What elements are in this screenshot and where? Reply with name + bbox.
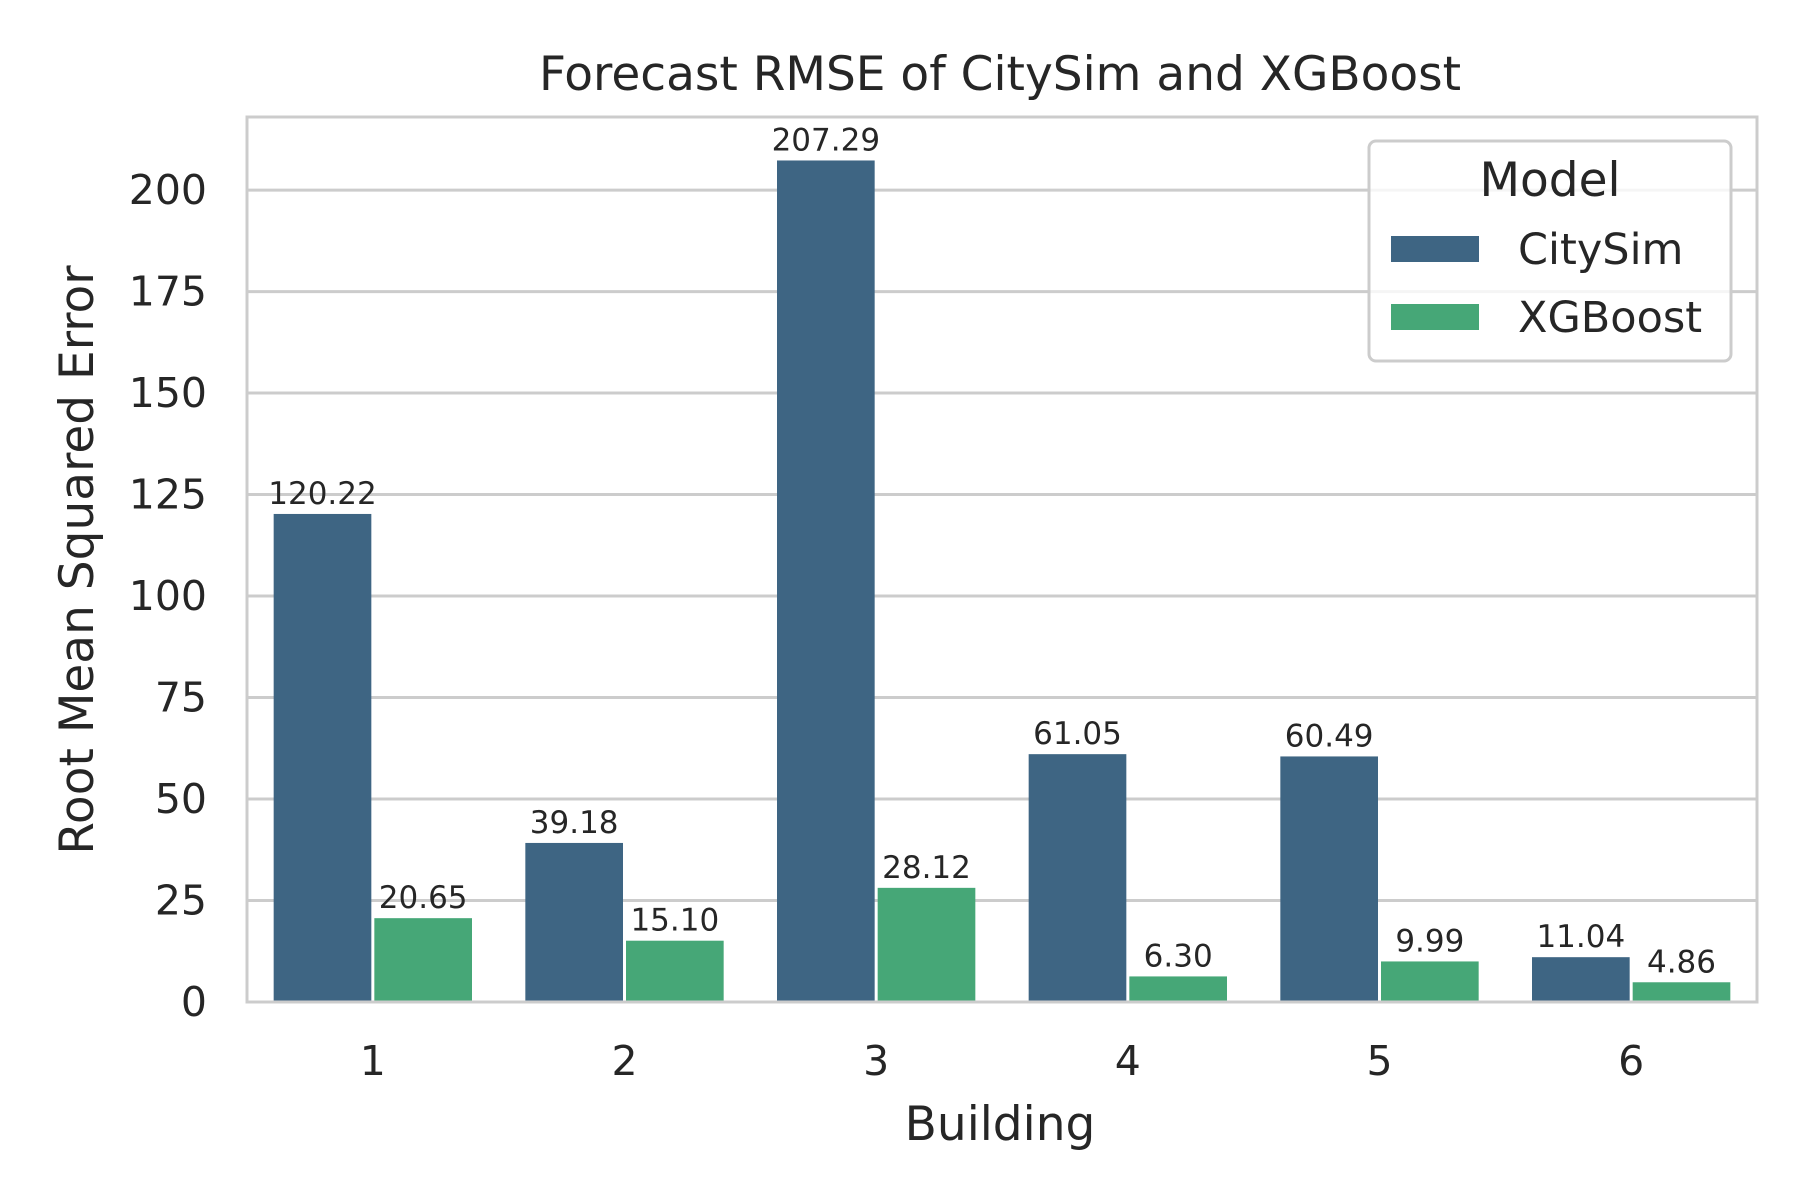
bar-label-xgboost-4: 6.30 — [1144, 938, 1213, 974]
legend-label-citysim: CitySim — [1518, 225, 1683, 275]
bar-label-xgboost-6: 4.86 — [1647, 944, 1716, 980]
bar-label-xgboost-2: 15.10 — [630, 903, 719, 939]
bar-xgboost-5 — [1381, 961, 1479, 1002]
bar-label-xgboost-5: 9.99 — [1395, 923, 1464, 959]
legend-swatch-citysim — [1391, 236, 1479, 262]
y-axis-ticks: 0 25 50 75 100 125 150 175 200 — [129, 166, 207, 1026]
x-tick-label-3: 3 — [863, 1037, 889, 1085]
bars — [273, 160, 1731, 1003]
bar-xgboost-1 — [374, 918, 472, 1002]
x-tick-label-5: 5 — [1366, 1037, 1392, 1085]
x-tick-label-4: 4 — [1115, 1037, 1141, 1085]
bar-label-citysim-4: 61.05 — [1033, 716, 1122, 752]
bar-xgboost-3 — [877, 887, 976, 1002]
x-tick-label-6: 6 — [1618, 1037, 1644, 1085]
y-tick-label-200: 200 — [129, 166, 207, 214]
bar-xgboost-4 — [1129, 976, 1227, 1002]
y-tick-label-125: 125 — [129, 471, 207, 519]
bar-value-labels: 120.22 39.18 207.29 61.05 60.49 11.04 20.65 15.… — [268, 122, 1716, 980]
bar-label-citysim-6: 11.04 — [1536, 919, 1625, 955]
legend: Model CitySim XGBoost — [1367, 139, 1733, 363]
bar-citysim-5 — [1280, 756, 1378, 1002]
x-axis-label: Building — [905, 1097, 1096, 1152]
bar-citysim-1 — [273, 513, 372, 1002]
y-tick-label-50: 50 — [155, 775, 207, 823]
x-axis-ticks: 1 2 3 4 5 6 — [360, 1037, 1644, 1085]
y-tick-label-150: 150 — [129, 369, 207, 417]
x-tick-label-2: 2 — [611, 1037, 637, 1085]
bar-label-citysim-5: 60.49 — [1285, 718, 1374, 754]
bar-label-citysim-2: 39.18 — [530, 805, 619, 841]
bar-xgboost-2 — [626, 940, 724, 1002]
x-tick-label-1: 1 — [360, 1037, 386, 1085]
y-tick-label-175: 175 — [129, 268, 207, 316]
y-tick-label-25: 25 — [155, 877, 207, 925]
legend-title: Model — [1479, 153, 1620, 208]
bar-xgboost-6 — [1632, 982, 1731, 1002]
gridlines — [247, 188, 1757, 1004]
chart-title: Forecast RMSE of CitySim and XGBoost — [539, 47, 1461, 102]
bar-label-xgboost-1: 20.65 — [379, 880, 468, 916]
bar-citysim-2 — [525, 842, 623, 1002]
bar-citysim-3 — [777, 160, 875, 1003]
plot-frame — [245, 115, 1759, 1004]
y-axis-label: Root Mean Squared Error — [50, 265, 105, 855]
bar-label-citysim-3: 207.29 — [772, 122, 880, 158]
bar-citysim-4 — [1028, 754, 1127, 1002]
y-tick-label-0: 0 — [181, 978, 207, 1026]
bar-label-xgboost-3: 28.12 — [882, 850, 971, 886]
legend-label-xgboost: XGBoost — [1518, 293, 1702, 343]
y-tick-label-100: 100 — [129, 572, 207, 620]
legend-swatch-xgboost — [1391, 304, 1479, 330]
bar-citysim-6 — [1532, 957, 1630, 1002]
y-tick-label-75: 75 — [155, 674, 207, 722]
bar-label-citysim-1: 120.22 — [268, 476, 376, 512]
